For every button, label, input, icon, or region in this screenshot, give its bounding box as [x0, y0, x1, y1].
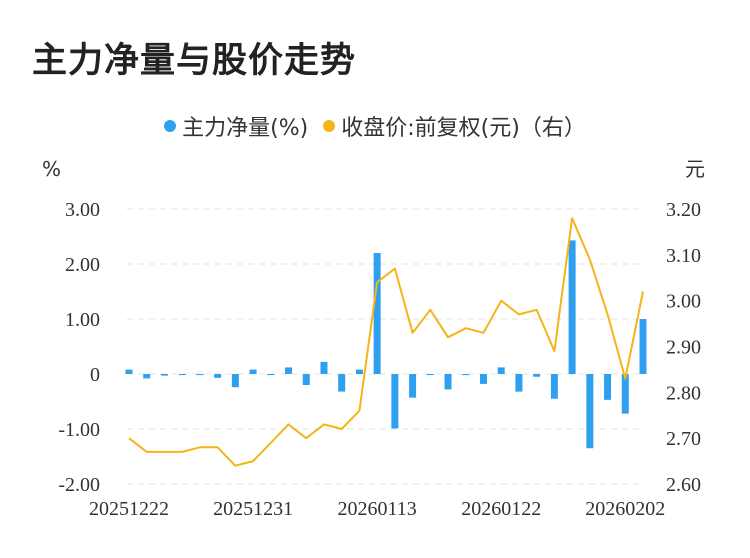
left-axis-unit: % [42, 157, 61, 181]
bar-net-volume[interactable] [568, 240, 576, 374]
x-tick-label: 20260122 [461, 498, 541, 520]
right-tick-label: 3.00 [666, 291, 701, 313]
left-tick-label: -1.00 [58, 419, 100, 441]
bar-net-volume[interactable] [249, 369, 257, 374]
bar-net-volume[interactable] [426, 374, 434, 376]
left-tick-label: 1.00 [65, 309, 100, 331]
legend-item-net-volume[interactable]: 主力净量(%) [164, 110, 308, 142]
chart-title: 主力净量与股价走势 [32, 41, 357, 81]
bar-net-volume[interactable] [497, 367, 505, 374]
bar-net-volume[interactable] [302, 374, 310, 385]
x-tick-label: 20260202 [585, 498, 665, 520]
bar-net-volume[interactable] [515, 374, 523, 392]
bar-net-volume[interactable] [604, 374, 612, 400]
bar-net-volume[interactable] [621, 374, 629, 414]
left-tick-label: -2.00 [58, 474, 100, 496]
bar-net-volume[interactable] [320, 361, 328, 374]
bar-net-volume[interactable] [639, 319, 647, 374]
bar-net-volume[interactable] [444, 374, 452, 390]
right-tick-label: 2.70 [666, 428, 701, 450]
bar-net-volume[interactable] [409, 374, 417, 398]
bar-net-volume[interactable] [267, 374, 275, 376]
x-tick-label: 20251222 [89, 498, 169, 520]
right-tick-label: 3.10 [666, 245, 701, 267]
legend-marker-net-volume [164, 120, 177, 132]
right-tick-label: 2.60 [666, 474, 701, 496]
left-tick-label: 2.00 [65, 254, 100, 276]
bar-net-volume[interactable] [143, 374, 151, 379]
line-close-price[interactable] [128, 217, 644, 467]
right-tick-label: 3.20 [666, 199, 701, 221]
bar-net-volume[interactable] [196, 374, 204, 376]
right-tick-label: 2.90 [666, 337, 701, 359]
bar-net-volume[interactable] [125, 369, 133, 374]
x-tick-label: 20251231 [213, 498, 293, 520]
legend: 主力净量(%) 收盘价:前复权(元)（右） [0, 110, 750, 142]
bar-net-volume[interactable] [533, 374, 541, 377]
bar-net-volume[interactable] [550, 374, 558, 399]
legend-label-close-price: 收盘价:前复权(元)（右） [341, 116, 586, 141]
right-tick-label: 2.80 [666, 382, 701, 404]
left-tick-label: 3.00 [65, 199, 100, 221]
bar-net-volume[interactable] [178, 374, 186, 376]
x-tick-label: 20260113 [338, 498, 417, 520]
bar-net-volume[interactable] [214, 374, 222, 378]
bar-net-volume[interactable] [231, 374, 239, 388]
legend-marker-close-price [323, 120, 336, 132]
bar-net-volume[interactable] [479, 374, 487, 384]
bar-net-volume[interactable] [462, 374, 470, 376]
bar-net-volume[interactable] [160, 374, 168, 376]
bar-net-volume[interactable] [391, 374, 399, 429]
left-tick-label: 0 [90, 364, 100, 386]
bar-net-volume[interactable] [355, 369, 363, 374]
bar-net-volume[interactable] [285, 367, 293, 374]
bar-net-volume[interactable] [373, 253, 381, 374]
legend-item-close-price[interactable]: 收盘价:前复权(元)（右） [323, 110, 586, 142]
bar-net-volume[interactable] [586, 374, 594, 449]
right-axis-unit: 元 [685, 157, 705, 181]
bar-net-volume[interactable] [338, 374, 346, 392]
legend-label-net-volume: 主力净量(%) [182, 116, 309, 141]
